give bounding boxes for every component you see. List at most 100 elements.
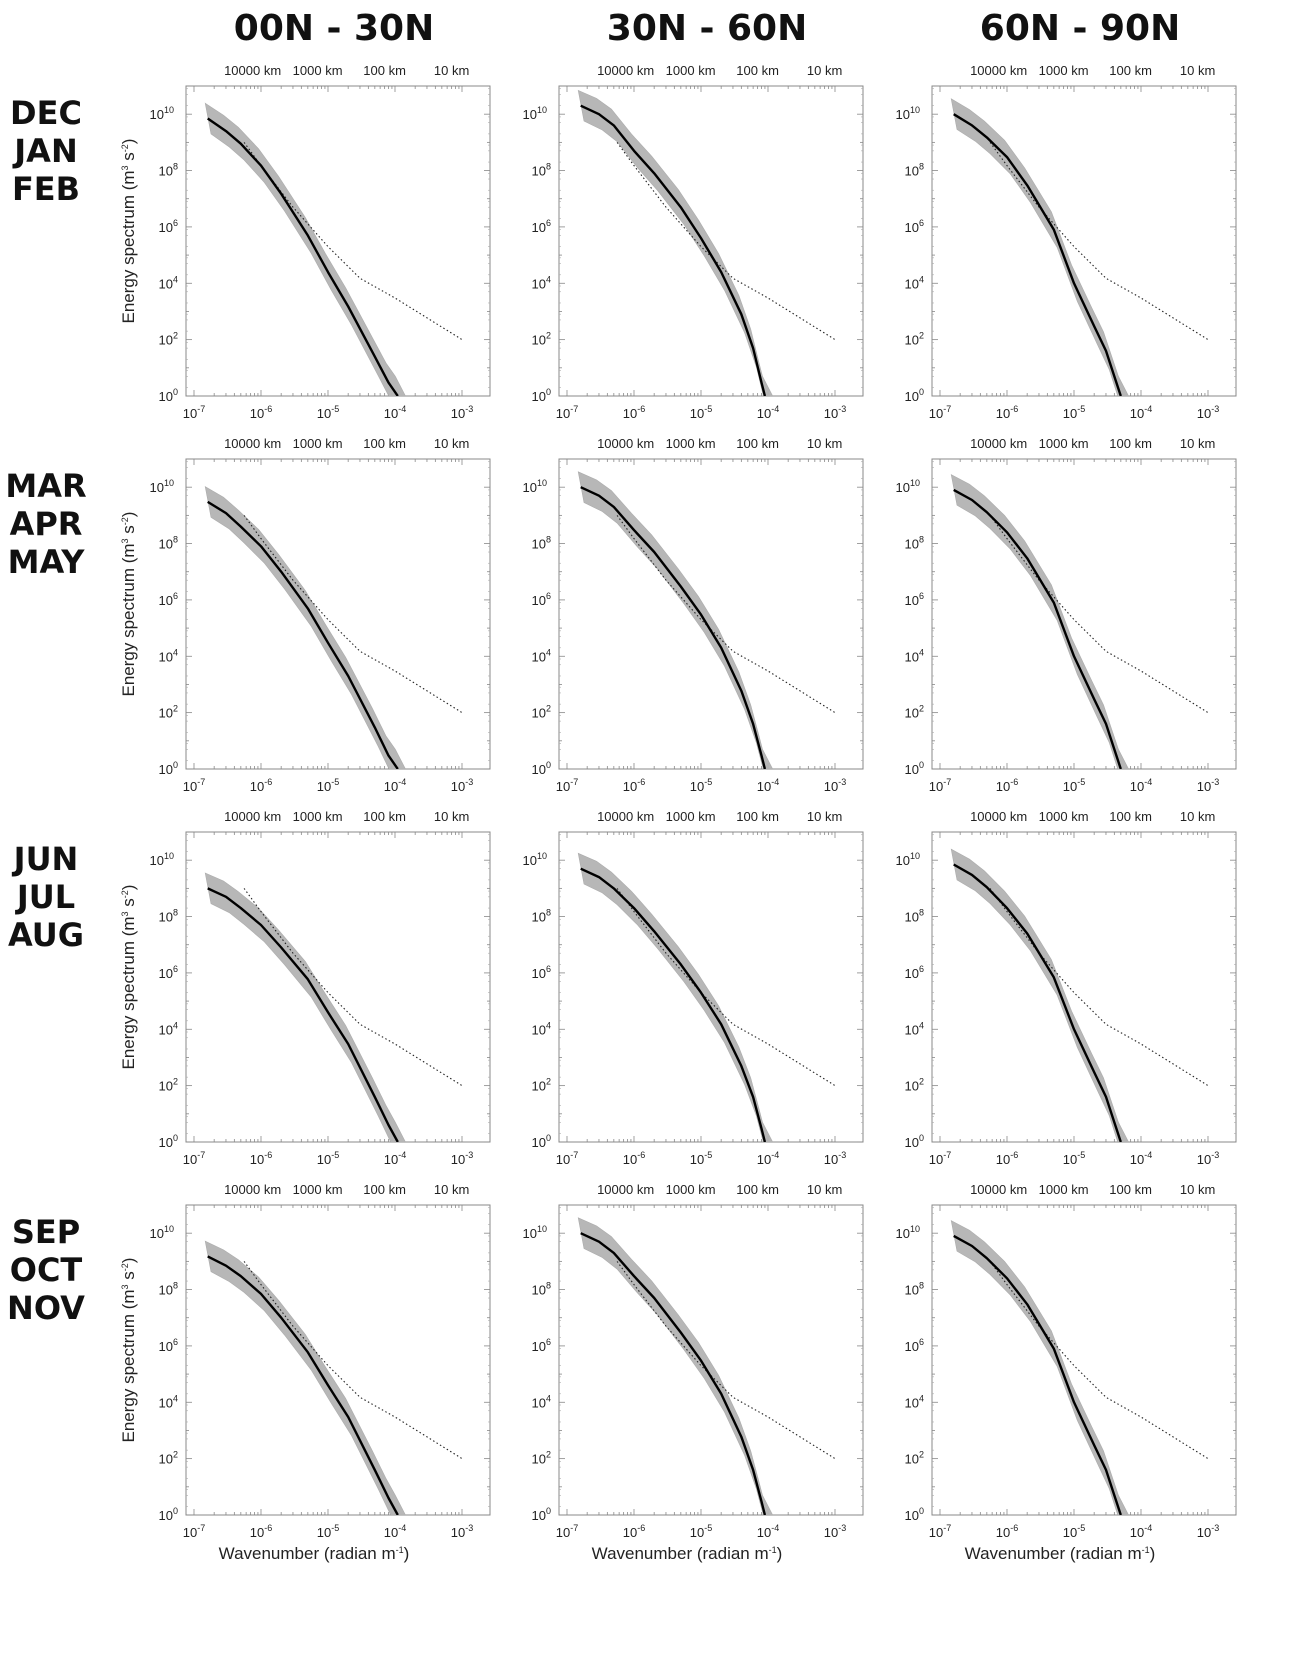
- y-tick-label-exp: 0: [546, 1133, 551, 1143]
- y-axis-label-part: Energy spectrum (m: [119, 1289, 138, 1442]
- top-axis-label: 10 km: [434, 809, 469, 824]
- x-tick-label-exp: -7: [570, 1150, 578, 1160]
- x-tick-label: 10-5: [690, 404, 712, 421]
- x-axis-label-part: Wavenumber (radian m: [965, 1544, 1142, 1563]
- top-axis-label: 10000 km: [970, 1182, 1027, 1197]
- y-tick-label-base: 10: [523, 480, 537, 495]
- x-tick-label: 10-5: [690, 777, 712, 794]
- y-tick-label-base: 10: [905, 1395, 919, 1410]
- x-axis-label-sup: -1: [769, 1545, 777, 1555]
- x-tick-label: 10-6: [996, 777, 1018, 794]
- top-axis-label: 1000 km: [1039, 1182, 1089, 1197]
- y-tick-label: 102: [159, 704, 178, 721]
- x-tick-label: 10-5: [1063, 1523, 1085, 1540]
- y-axis-label-sup: -2: [120, 517, 130, 525]
- y-axis-label-part: s: [119, 1271, 138, 1284]
- x-tick-label-base: 10: [451, 779, 465, 794]
- mean-spectrum-line: [953, 113, 1122, 396]
- x-tick-label-exp: -5: [704, 1523, 712, 1533]
- x-tick-label-exp: -7: [197, 777, 205, 787]
- x-tick-label-exp: -7: [943, 777, 951, 787]
- plot-area: [950, 98, 1209, 396]
- y-tick-label-base: 10: [532, 164, 546, 179]
- y-tick-label-base: 10: [532, 910, 546, 925]
- y-tick-label-exp: 8: [173, 162, 178, 172]
- y-tick-label-base: 10: [896, 107, 910, 122]
- y-tick-label: 100: [532, 1506, 551, 1523]
- x-tick-label: 10-6: [250, 777, 272, 794]
- x-tick-label: 10-5: [1063, 404, 1085, 421]
- top-axis-label: 10000 km: [224, 809, 281, 824]
- column-title: 00N - 30N: [234, 8, 434, 49]
- y-tick-label-exp: 8: [919, 908, 924, 918]
- x-tick-label-exp: -3: [465, 1523, 473, 1533]
- y-tick-label-base: 10: [159, 164, 173, 179]
- x-tick-label-base: 10: [1130, 406, 1144, 421]
- top-axis-label: 10000 km: [970, 809, 1027, 824]
- y-axis-label-sup: 3: [120, 538, 130, 543]
- y-tick-label-base: 10: [905, 1339, 919, 1354]
- y-tick-label-base: 10: [159, 537, 173, 552]
- y-tick-label-exp: 2: [173, 704, 178, 714]
- y-tick-label-base: 10: [532, 762, 546, 777]
- y-tick-label-exp: 2: [173, 1077, 178, 1087]
- top-axis-label: 1000 km: [666, 1182, 716, 1197]
- plot-area: [950, 848, 1209, 1142]
- y-tick-label: 108: [905, 535, 924, 552]
- y-tick-label-base: 10: [905, 164, 919, 179]
- y-tick-label: 100: [905, 760, 924, 777]
- top-axis-label: 10 km: [434, 1182, 469, 1197]
- reference-line: [989, 888, 1209, 1087]
- y-tick-label: 108: [532, 908, 551, 925]
- top-axis-label: 100 km: [736, 809, 779, 824]
- top-axis-label: 10000 km: [597, 809, 654, 824]
- y-tick-label-exp: 0: [919, 1133, 924, 1143]
- y-tick-label-base: 10: [159, 389, 173, 404]
- x-tick-label-exp: -4: [771, 404, 779, 414]
- y-tick-label-exp: 8: [546, 908, 551, 918]
- spectrum-envelope: [577, 1217, 774, 1515]
- y-tick-label-exp: 6: [546, 1337, 551, 1347]
- y-tick-label: 108: [532, 162, 551, 179]
- x-tick-label: 10-5: [1063, 777, 1085, 794]
- y-tick-label-exp: 4: [173, 1020, 178, 1030]
- mean-spectrum-line: [580, 867, 767, 1142]
- plot-area: [577, 471, 836, 769]
- y-tick-label-exp: 6: [546, 591, 551, 601]
- x-tick-label-base: 10: [384, 406, 398, 421]
- x-tick-label: 10-4: [1130, 777, 1152, 794]
- y-tick-label-exp: 8: [919, 1281, 924, 1291]
- reference-line: [243, 888, 463, 1087]
- y-axis-label-part: Energy spectrum (m: [119, 170, 138, 323]
- y-tick-label-exp: 2: [173, 1450, 178, 1460]
- y-tick-label: 106: [159, 218, 178, 235]
- x-tick-label: 10-4: [757, 1523, 779, 1540]
- y-tick-label: 104: [532, 1393, 551, 1410]
- x-tick-label-exp: -6: [637, 777, 645, 787]
- top-axis-label: 100 km: [363, 1182, 406, 1197]
- y-tick-label: 100: [532, 387, 551, 404]
- y-tick-label-exp: 10: [910, 105, 920, 115]
- x-tick-label-base: 10: [451, 1152, 465, 1167]
- y-axis-label-part: ): [119, 512, 138, 518]
- x-tick-label-exp: -7: [943, 1150, 951, 1160]
- x-tick-label: 10-6: [623, 1523, 645, 1540]
- y-tick-label-base: 10: [532, 706, 546, 721]
- plot-area: [577, 852, 836, 1142]
- x-tick-label-base: 10: [996, 406, 1010, 421]
- y-tick-label-exp: 2: [546, 1077, 551, 1087]
- x-tick-label-exp: -6: [264, 404, 272, 414]
- x-tick-label-base: 10: [824, 779, 838, 794]
- x-tick-label-exp: -4: [398, 777, 406, 787]
- y-axis-label-part: ): [119, 139, 138, 145]
- y-tick-label-base: 10: [532, 333, 546, 348]
- x-tick-label-exp: -5: [331, 777, 339, 787]
- mean-spectrum-line: [580, 486, 767, 769]
- y-tick-label: 100: [159, 387, 178, 404]
- y-tick-label: 102: [532, 331, 551, 348]
- x-tick-label: 10-6: [623, 404, 645, 421]
- y-tick-label-exp: 10: [164, 851, 174, 861]
- row-title: JUL: [15, 878, 75, 916]
- x-tick-label: 10-5: [317, 1150, 339, 1167]
- y-tick-label-exp: 8: [546, 162, 551, 172]
